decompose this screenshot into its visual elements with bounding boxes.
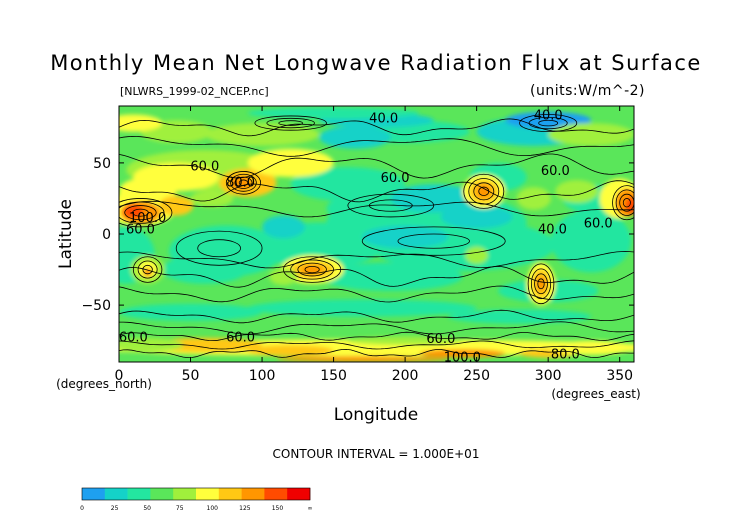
colorbar-swatch [241,488,265,500]
colorbar-level-label: ∞ [308,505,313,512]
colorbar-swatch [127,488,151,500]
contour-label: 80.0 [551,347,580,362]
contour-label: 60.0 [541,164,570,179]
colorbar: 0 25 50 75 100 125 150 ∞ [80,487,313,512]
contour-label: 100.0 [444,350,481,365]
contour-label: 40.0 [538,222,567,237]
x-tick-label: 250 [463,368,490,384]
y-axis-label: Latitude [56,199,76,269]
source-label: [NLWRS_1999-02_NCEP.nc] [120,85,269,98]
colorbar-swatch [150,488,174,500]
x-tick-label: 350 [606,368,633,384]
colorbar-swatch [264,488,288,500]
x-tick-label: 300 [535,368,562,384]
contour-label: 60.0 [584,217,613,232]
y-tick-label: −50 [81,298,111,314]
contour-label: 60.0 [426,332,455,347]
x-tick-label: 200 [392,368,419,384]
x-axis-label: Longitude [334,405,419,425]
colorbar-level-label: 0 [80,505,84,512]
contour-interval-text: CONTOUR INTERVAL = 1.000E+01 [273,447,480,461]
colorbar-level-label: 75 [176,505,184,512]
heatmap-field [119,106,634,362]
colorbar-level-label: 100 [207,505,219,512]
contour-label: 40.0 [369,111,398,126]
contour-label: 60.0 [190,160,219,175]
colorbar-level-label: 50 [143,505,151,512]
y-axis: 50 0 −50 [81,156,634,314]
contour-label: 60.0 [126,222,155,237]
colorbar-frame [81,487,311,501]
colorbar-swatch [104,488,128,500]
contour-label: 80.0 [226,175,255,190]
y-tick-label: 0 [102,227,111,243]
x-tick-label: 100 [249,368,276,384]
x-tick-label: 0 [115,368,124,384]
contour-label: 60.0 [226,330,255,345]
colorbar-level-label: 25 [111,505,119,512]
colorbar-swatch [173,488,197,500]
x-tick-label: 50 [182,368,200,384]
colorbar-level-label: 125 [239,505,251,512]
colorbar-swatch [218,488,242,500]
y-unit-label: (degrees_north) [56,377,152,391]
contour-label: 60.0 [381,171,410,186]
colorbar-swatch [287,488,311,500]
contour-label: 100.0 [129,211,166,226]
colorbar-level-label: 150 [272,505,284,512]
contour-label: 60.0 [119,330,148,345]
x-tick-label: 150 [320,368,347,384]
contour-label: 40.0 [534,109,563,124]
chart-title: Monthly Mean Net Longwave Radiation Flux… [50,51,702,75]
colorbar-swatch [82,488,106,500]
colorbar-swatch [196,488,220,500]
x-unit-label: (degrees_east) [551,387,640,401]
x-axis: 0 50 100 150 200 250 300 350 [115,106,633,384]
units-label: (units:W/m^-2) [530,83,645,99]
y-tick-label: 50 [93,156,111,172]
